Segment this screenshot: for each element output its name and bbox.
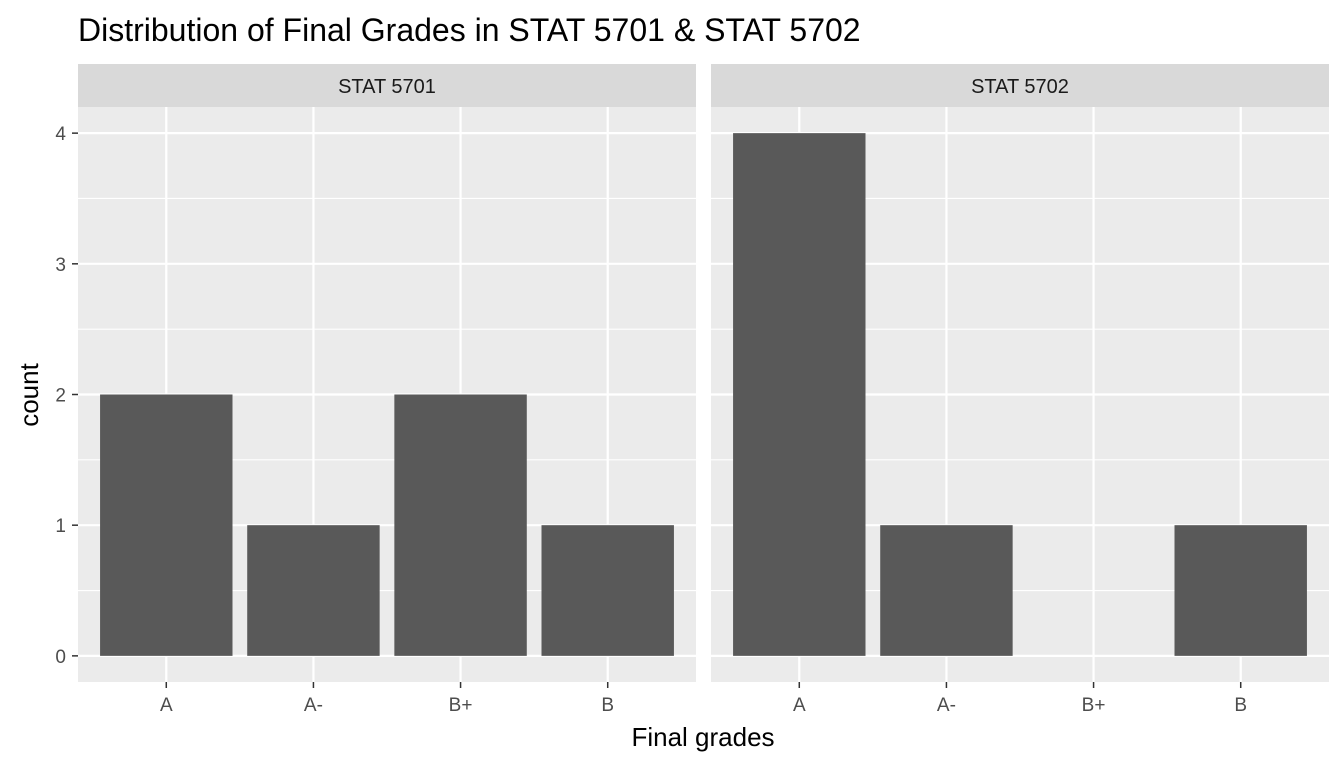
bar-B+ [394,394,527,656]
x-tick-label: B [601,695,614,716]
bar-B [541,525,674,656]
bar-A [733,133,866,656]
y-tick-label: 4 [55,124,66,145]
facet-stat-5702: STAT 5702 A A- B+ B [711,64,1329,716]
x-axis-ticks: A A- B+ B [793,682,1247,716]
x-tick-label: A- [304,695,323,716]
bar-A [100,394,233,656]
x-tick-label: B [1234,695,1247,716]
facet-strip-label: STAT 5701 [338,76,436,98]
x-tick-label: A- [937,695,956,716]
y-tick-label: 2 [55,386,66,407]
y-tick-label: 0 [55,647,66,668]
x-tick-label: A [160,695,173,716]
y-tick-label: 3 [55,255,66,276]
x-tick-label: A [793,695,806,716]
facet-strip-label: STAT 5702 [971,76,1069,98]
bar-A- [880,525,1013,656]
bar-A- [247,525,380,656]
bars [100,394,674,656]
facet-strip [78,64,696,107]
y-axis: 0 1 2 3 4 [55,124,78,668]
bar-B [1174,525,1307,656]
y-axis-title: count [14,362,44,426]
chart-title: Distribution of Final Grades in STAT 570… [78,12,861,48]
facet-stat-5701: STAT 5701 A A- B+ B [78,64,696,716]
x-tick-label: B+ [449,695,473,716]
x-axis-ticks: A A- B+ B [160,682,614,716]
x-axis-title: Final grades [631,722,774,752]
y-tick-label: 1 [55,516,66,537]
facet-strip [711,64,1329,107]
bars [733,133,1307,656]
x-tick-label: B+ [1082,695,1106,716]
